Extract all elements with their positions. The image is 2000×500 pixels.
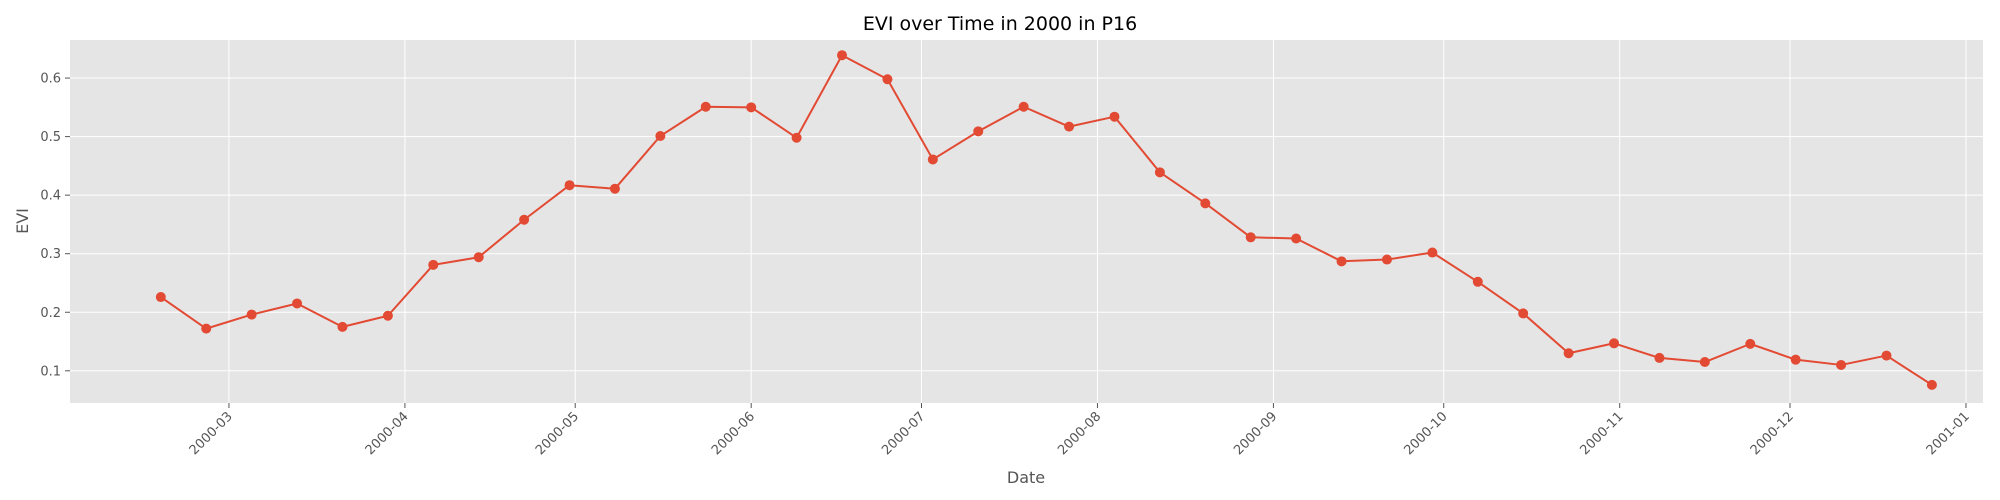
x-tick-label: 2000-06 <box>709 409 758 458</box>
data-point <box>973 126 984 137</box>
data-point <box>382 310 393 321</box>
x-tick-label: 2000-12 <box>1748 409 1797 458</box>
data-point <box>1427 247 1438 258</box>
data-point <box>1472 276 1483 287</box>
y-tick-label: 0.3 <box>40 247 61 262</box>
data-point <box>927 154 938 165</box>
x-tick-label: 2000-03 <box>187 409 236 458</box>
x-tick-label: 2001-01 <box>1924 409 1973 458</box>
data-point <box>1563 348 1574 359</box>
data-point <box>1109 111 1120 122</box>
data-point <box>428 259 439 270</box>
data-point <box>1926 379 1937 390</box>
data-point <box>1381 254 1392 265</box>
data-point <box>609 183 620 194</box>
data-point <box>1154 167 1165 178</box>
plot-area <box>70 40 1983 403</box>
data-point <box>1836 359 1847 370</box>
x-tick-label: 2000-05 <box>533 409 582 458</box>
data-point <box>519 214 530 225</box>
y-tick-label: 0.4 <box>40 189 61 204</box>
data-point <box>1018 101 1029 112</box>
data-point <box>1064 121 1075 132</box>
data-point <box>655 131 666 142</box>
y-tick-label: 0.5 <box>40 130 61 145</box>
x-tick-label: 2000-11 <box>1578 409 1627 458</box>
data-point <box>1245 232 1256 243</box>
data-point <box>201 323 212 334</box>
y-tick-label: 0.6 <box>40 72 61 87</box>
data-point <box>882 74 893 85</box>
data-point <box>791 132 802 143</box>
data-point <box>337 321 348 332</box>
y-axis-ticks: 0.1 0.2 0.3 0.4 0.5 0.6 <box>40 72 70 379</box>
series-line <box>160 54 1933 386</box>
data-point <box>1518 308 1529 319</box>
y-tick-label: 0.2 <box>40 306 61 321</box>
data-point <box>1699 357 1710 368</box>
data-point <box>1609 338 1620 349</box>
data-point <box>1881 350 1892 361</box>
data-point <box>1654 352 1665 363</box>
data-point <box>1790 354 1801 365</box>
data-point <box>292 298 303 309</box>
y-axis-label: EVI <box>13 208 32 234</box>
data-point <box>564 180 575 191</box>
x-tick-label: 2000-09 <box>1231 409 1280 458</box>
y-tick-label: 0.1 <box>40 364 61 379</box>
data-point <box>246 309 257 320</box>
x-tick-label: 2000-10 <box>1402 409 1451 458</box>
evi-series <box>155 50 1937 390</box>
data-point <box>155 292 166 303</box>
x-tick-label: 2000-08 <box>1055 409 1104 458</box>
x-tick-label: 2000-07 <box>879 409 928 458</box>
data-point <box>473 252 484 263</box>
chart-title: EVI over Time in 2000 in P16 <box>863 13 1137 35</box>
x-axis-label: Date <box>1007 468 1045 487</box>
data-point <box>746 102 757 113</box>
data-point <box>837 50 848 61</box>
x-tick-label: 2000-04 <box>363 409 412 458</box>
data-point <box>700 101 711 112</box>
x-axis-ticks: 2000-03 2000-04 2000-05 2000-06 2000-07 2000-… <box>187 403 1973 458</box>
data-point <box>1336 256 1347 267</box>
data-point <box>1200 198 1211 209</box>
data-point <box>1291 233 1302 244</box>
data-point <box>1745 338 1756 349</box>
